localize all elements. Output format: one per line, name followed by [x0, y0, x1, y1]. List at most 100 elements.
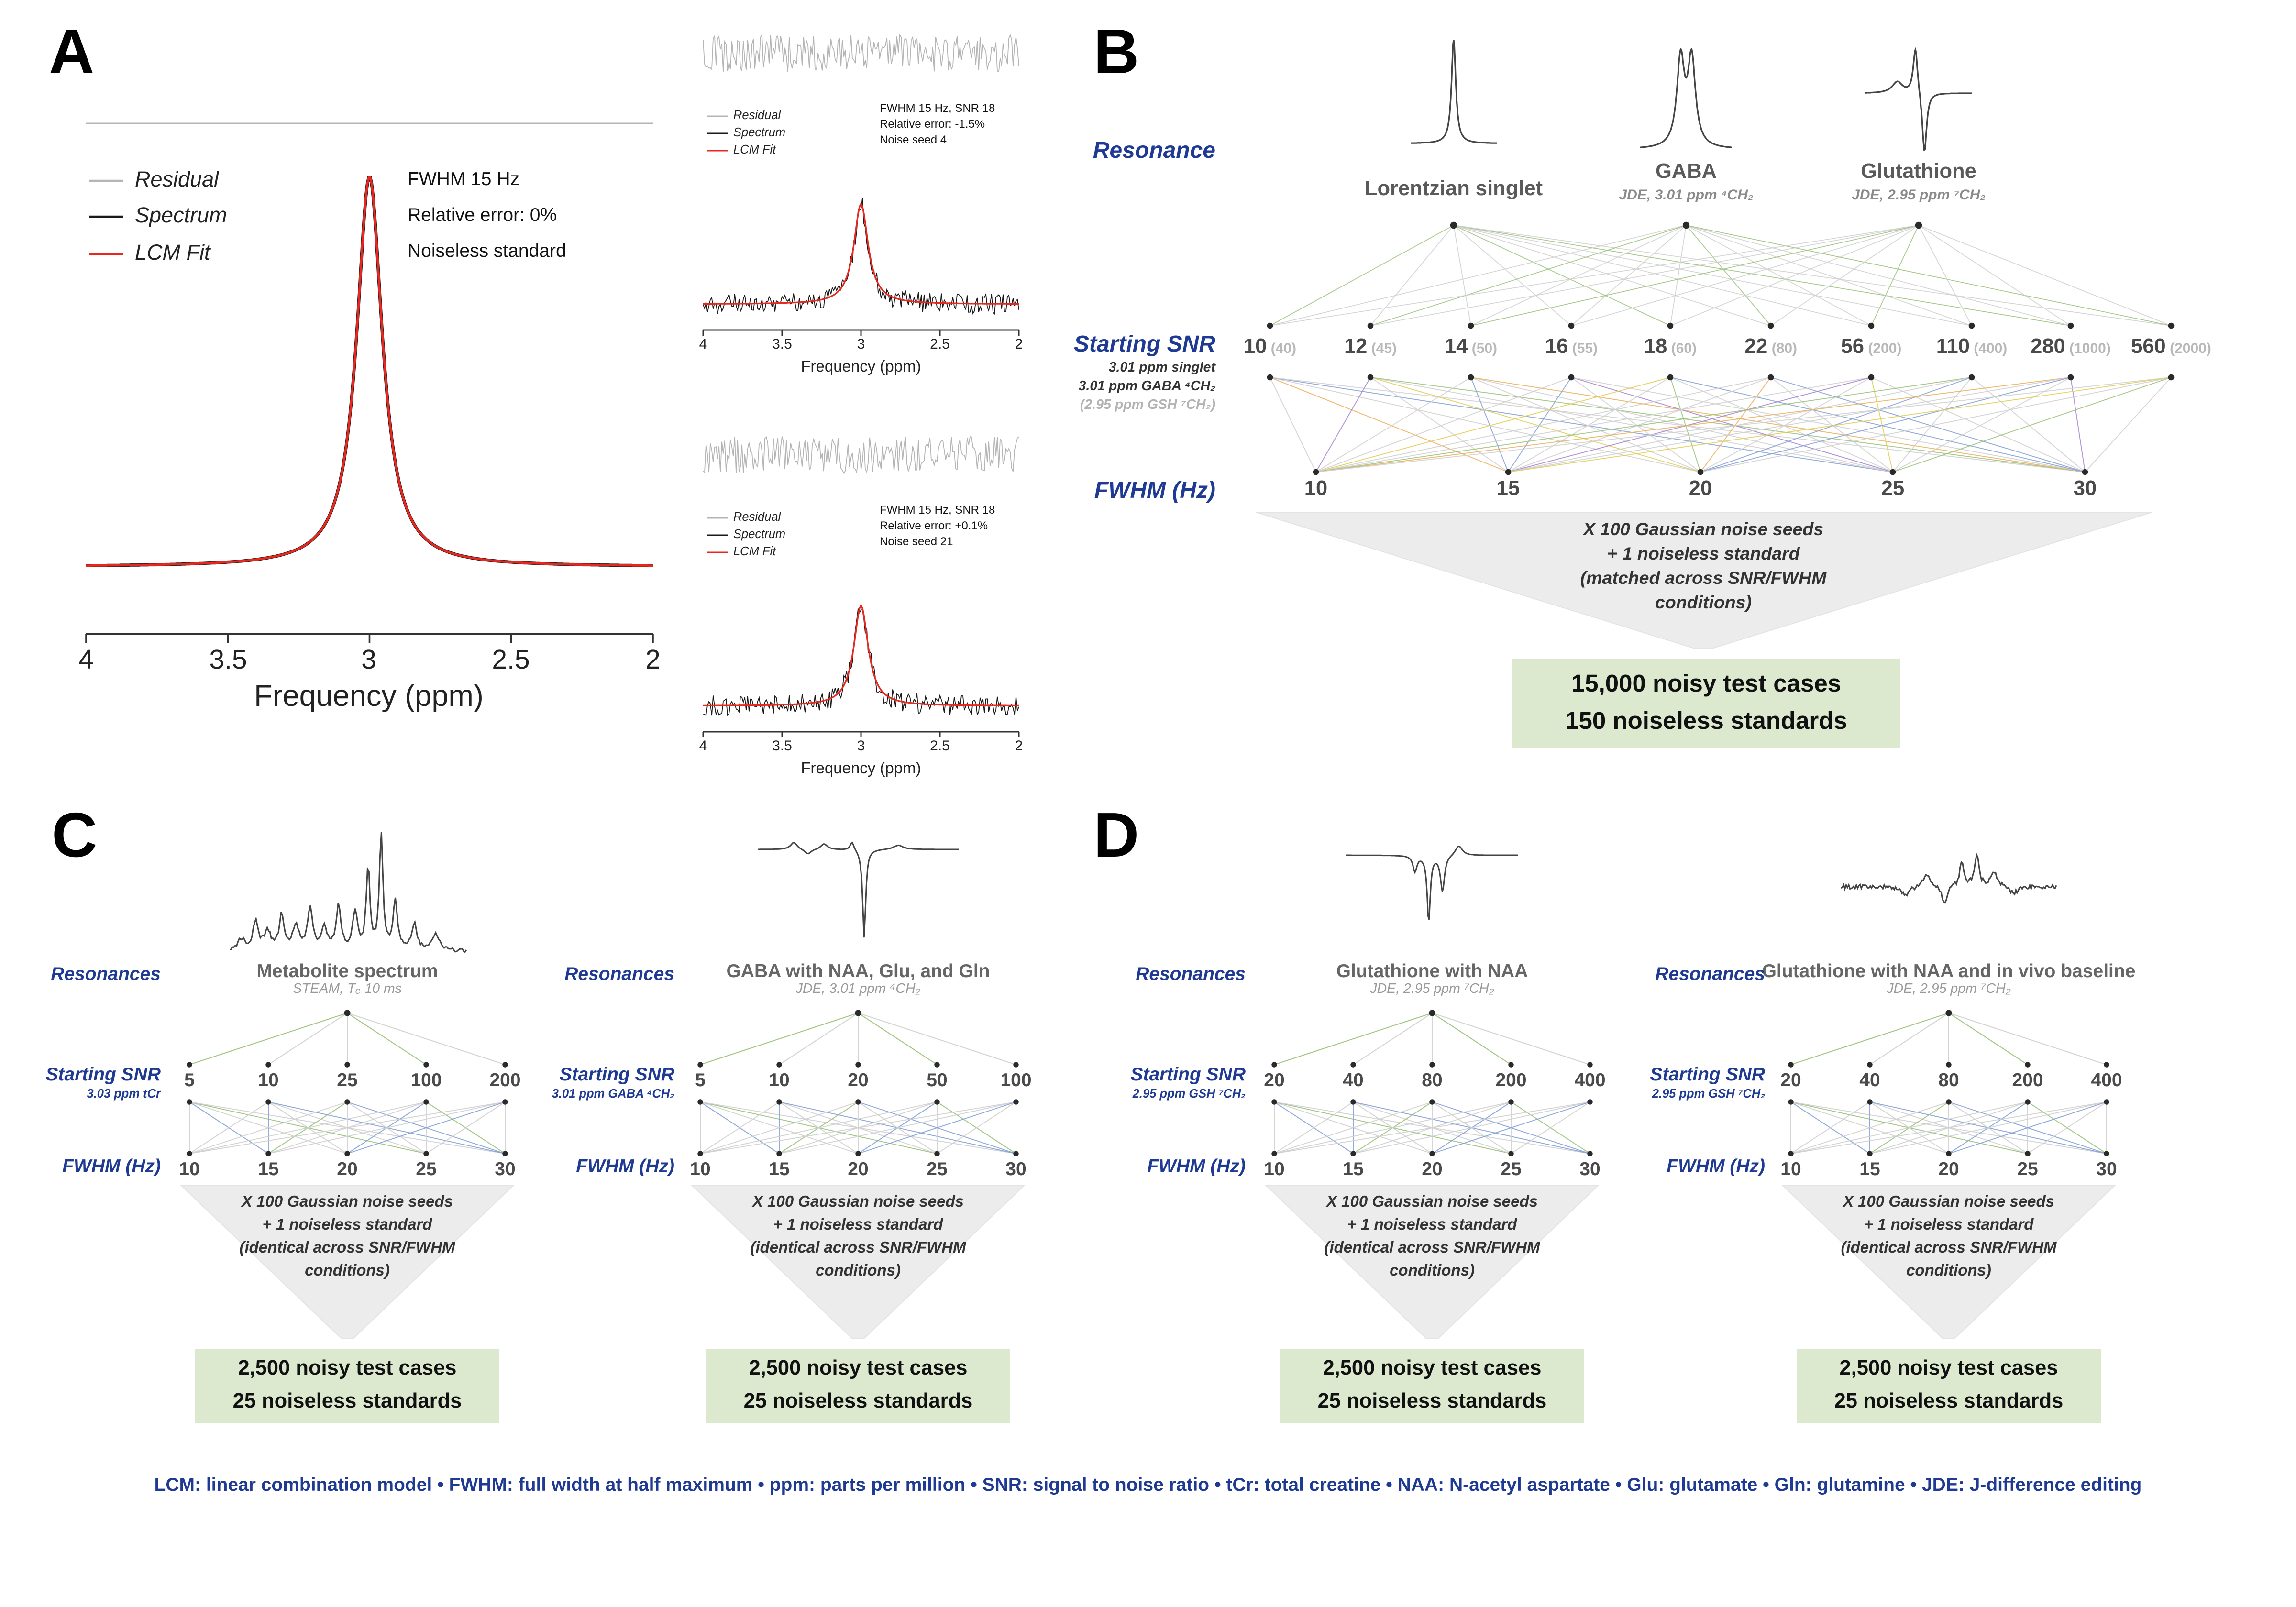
connector-line — [1892, 377, 2172, 473]
residual-trace — [703, 33, 1019, 72]
result-line: 150 noiseless standards — [1565, 707, 1847, 735]
funnel-line: + 1 noiseless standard — [773, 1217, 943, 1234]
fwhm-value: 30 — [2073, 478, 2097, 501]
connector-line — [426, 1101, 506, 1154]
result-line: 25 noiseless standards — [1834, 1390, 2064, 1413]
result-line: 2,500 noisy test cases — [238, 1357, 457, 1380]
resonance-subtitle: JDE, 2.95 ppm ⁷CH₂ — [1887, 981, 2011, 997]
gsh-baseline-shape — [1841, 852, 2057, 904]
fwhm-node — [1788, 1151, 1794, 1156]
connector-line — [1571, 225, 1687, 326]
connector-line — [1670, 225, 1919, 326]
snr-node-bottom — [344, 1099, 350, 1105]
connector-line — [1670, 377, 1893, 473]
resonance-subtitle: STEAM, Tₑ 10 ms — [293, 981, 402, 997]
snr-sublabel: 3.03 ppm tCr — [87, 1086, 161, 1101]
fwhm-value: 20 — [1689, 478, 1712, 501]
fwhm-node — [934, 1151, 940, 1156]
snr-value: 40 — [1859, 1069, 1880, 1090]
funnel-line: (identical across SNR/FWHM — [1324, 1240, 1540, 1257]
connector-line — [700, 1101, 1016, 1154]
connector-line — [1274, 1101, 1512, 1154]
fwhm-value: 20 — [1422, 1158, 1443, 1179]
panel-d-label: D — [1093, 801, 1139, 871]
x-tick: 2 — [1015, 739, 1023, 755]
fwhm-row-label: FWHM (Hz) — [62, 1155, 161, 1177]
snr-node-top — [1429, 1062, 1435, 1068]
fwhm-value: 10 — [1304, 478, 1328, 501]
x-axis-label: Frequency (ppm) — [801, 359, 921, 376]
fwhm-node — [2104, 1151, 2109, 1156]
connector-line — [858, 1013, 1016, 1065]
connector-line — [1571, 377, 1701, 473]
snr-value: 10 — [769, 1069, 790, 1090]
snr-node-bottom — [1788, 1099, 1794, 1105]
snr-sublabel: (2.95 ppm GSH ⁷CH₂) — [1080, 397, 1215, 413]
connector-line — [1470, 225, 1919, 326]
x-axis-label: Frequency (ppm) — [254, 680, 484, 713]
result-line: 2,500 noisy test cases — [1839, 1357, 2058, 1380]
result-line: 25 noiseless standards — [1317, 1390, 1547, 1413]
connector-line — [1869, 1101, 2107, 1154]
connector-line — [1508, 377, 1572, 473]
x-tick: 4 — [699, 739, 707, 755]
fwhm-value: 10 — [179, 1158, 200, 1179]
snr-row-label: Starting SNR — [45, 1063, 161, 1085]
fwhm-node — [187, 1151, 192, 1156]
fwhm-node — [1013, 1151, 1019, 1156]
snr-node-bottom — [1271, 1099, 1277, 1105]
connector-line — [1315, 377, 2071, 473]
connector-line — [2070, 377, 2086, 473]
resonance-name: GABA — [1655, 161, 1717, 184]
fwhm-node — [697, 1151, 703, 1156]
fwhm-node — [1429, 1151, 1435, 1156]
snr-node-bottom — [776, 1099, 782, 1105]
connector-line — [1315, 377, 1972, 473]
legend-residual: Residual — [135, 168, 219, 192]
connector-line — [1918, 225, 1972, 326]
connector-line — [700, 1101, 859, 1154]
snr-node-top — [423, 1062, 429, 1068]
connector-line — [1948, 1013, 2028, 1065]
connector-line — [1508, 377, 1671, 473]
connector-line — [1269, 377, 1316, 473]
snr-value: 40 — [1343, 1069, 1364, 1090]
plot-annotation: Relative error: -1.5% — [880, 118, 985, 131]
x-tick: 3.5 — [772, 337, 792, 353]
connector-line — [937, 1101, 1016, 1154]
gsh-naa-shape — [1346, 845, 1518, 920]
snr-sublabel: 3.01 ppm singlet — [1108, 360, 1215, 376]
x-tick: 2.5 — [492, 646, 530, 676]
legend-label: LCM Fit — [733, 142, 776, 156]
connector-line — [1370, 225, 1454, 326]
snr-node-top — [776, 1062, 782, 1068]
snr-node-bottom — [1867, 1099, 1873, 1105]
plot-annotation: Relative error: +0.1% — [880, 519, 988, 532]
resonance-subtitle: JDE, 2.95 ppm ⁷CH₂ — [1370, 981, 1494, 997]
legend-label: Spectrum — [733, 527, 786, 541]
metabolite-spectrum-shape — [229, 832, 467, 953]
snr-value: 22 (80) — [1744, 336, 1798, 359]
connector-line — [1700, 377, 1771, 473]
snr-value: 100 — [1000, 1069, 1032, 1090]
connector-line — [1315, 377, 1572, 473]
connector-line — [1315, 377, 1771, 473]
fwhm-row-label: FWHM (Hz) — [1094, 479, 1215, 504]
funnel-line: (identical across SNR/FWHM — [239, 1240, 455, 1257]
connector-line — [858, 1101, 1016, 1154]
plot-annotation: FWHM 15 Hz — [408, 168, 519, 189]
plot-annotation: FWHM 15 Hz, SNR 18 — [880, 102, 995, 115]
connector-line — [1948, 1013, 2107, 1065]
snr-node-bottom — [1508, 1099, 1514, 1105]
fwhm-row-label: FWHM (Hz) — [1147, 1155, 1246, 1177]
snr-sublabel: 2.95 ppm GSH ⁷CH₂ — [1652, 1086, 1765, 1101]
connector-line — [2027, 1101, 2107, 1154]
fwhm-value: 15 — [258, 1158, 279, 1179]
connector-line — [1971, 377, 2086, 473]
connector-line — [189, 1013, 348, 1065]
connector-line — [268, 1013, 348, 1065]
snr-node-top — [502, 1062, 508, 1068]
snr-node-top — [1568, 322, 1575, 329]
